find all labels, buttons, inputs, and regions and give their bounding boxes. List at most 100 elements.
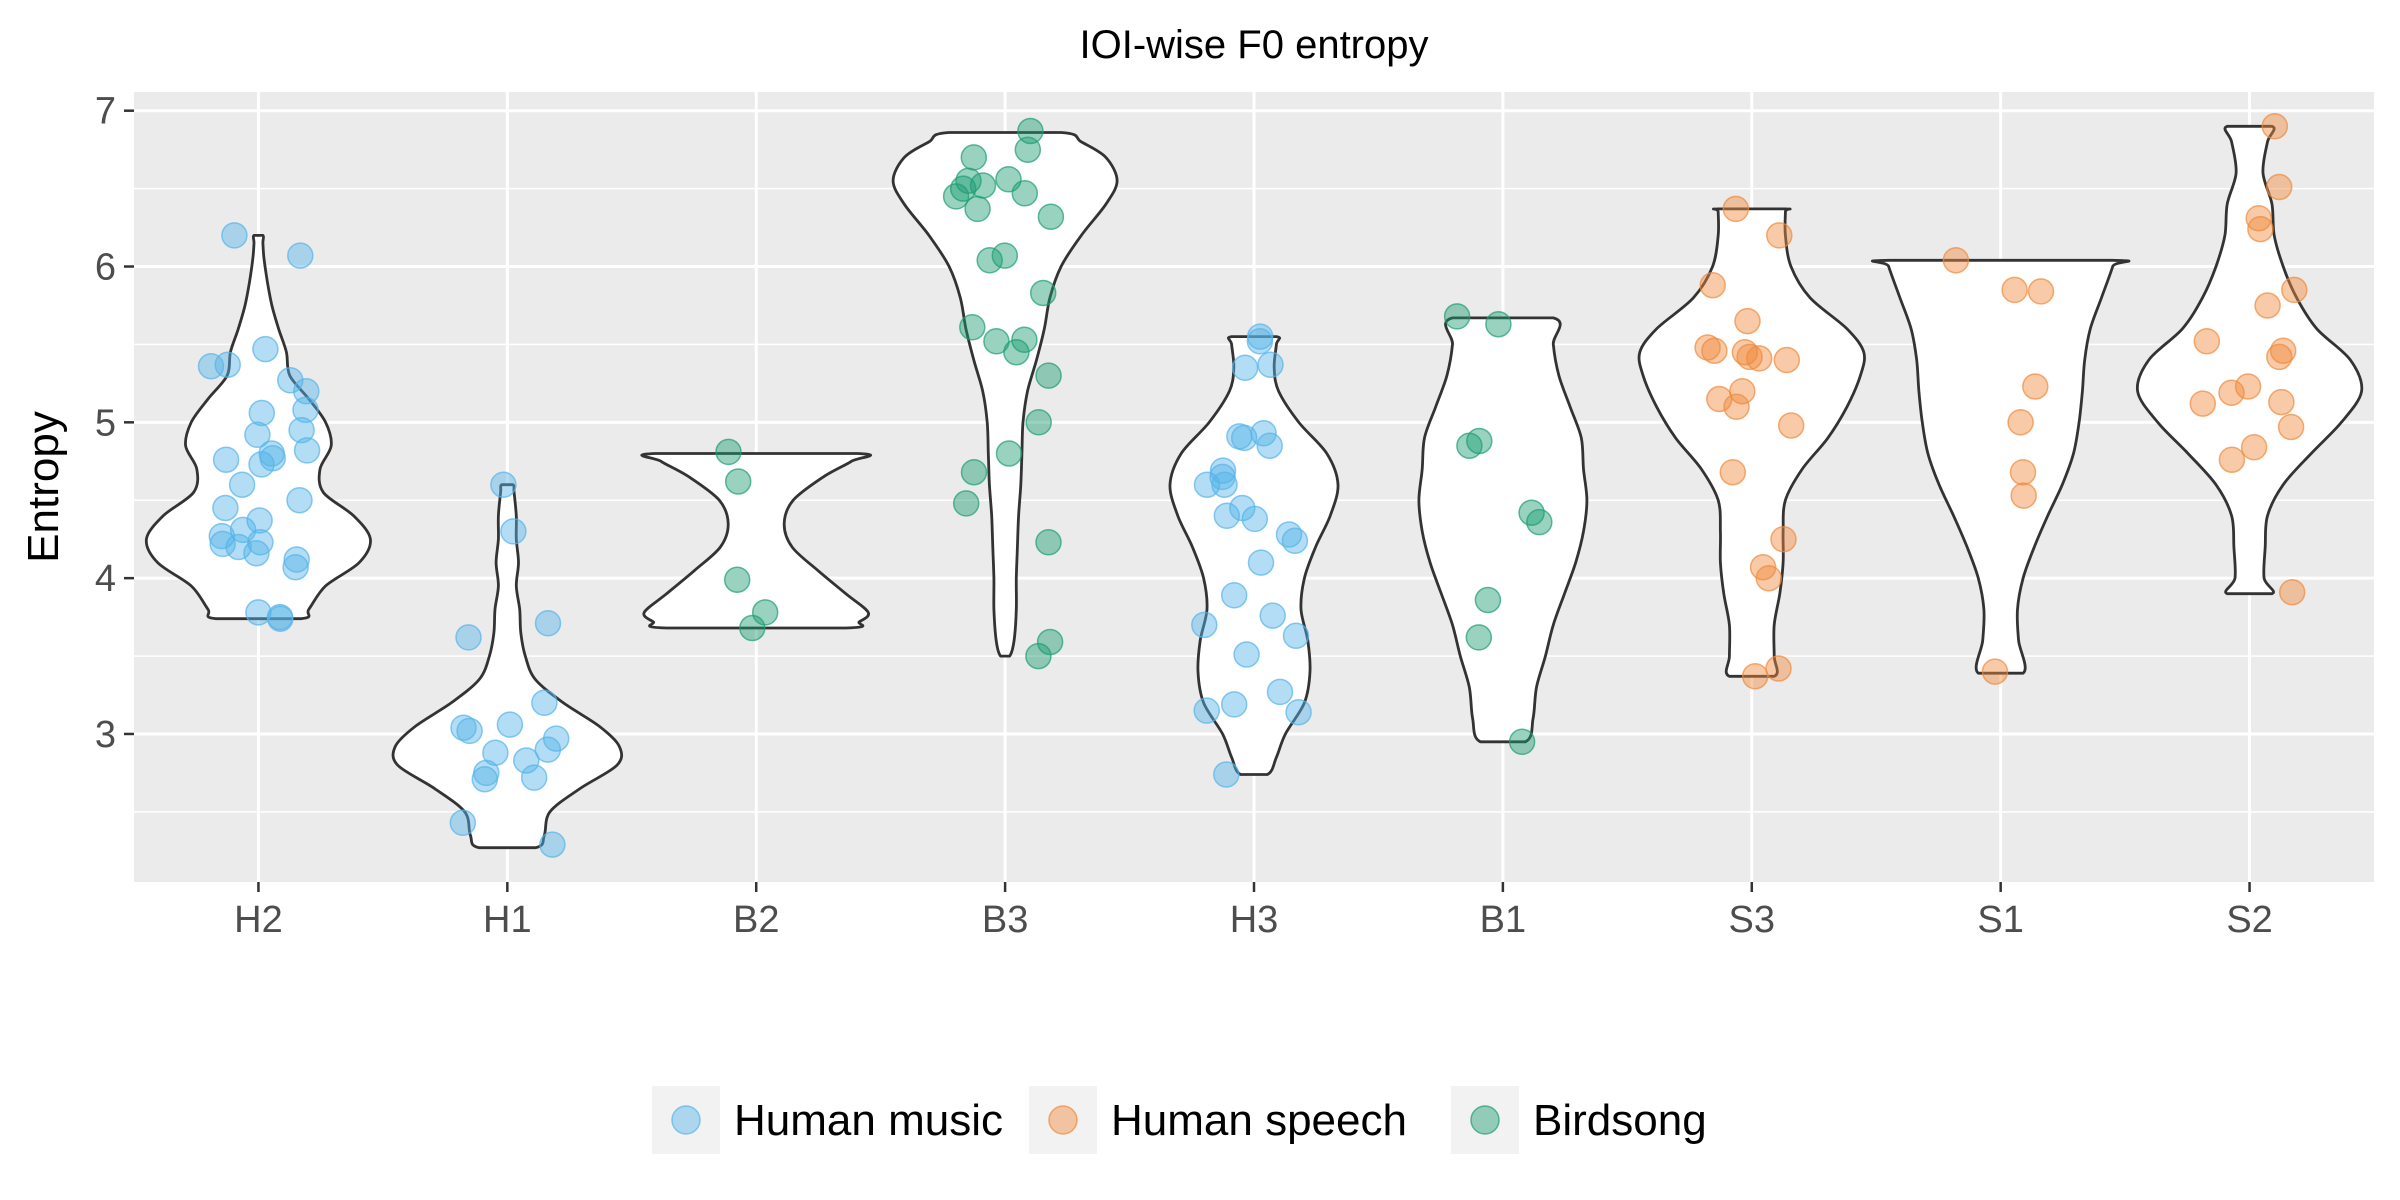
data-point [1247, 549, 1275, 576]
data-point [1942, 247, 1970, 274]
data-point [960, 144, 988, 171]
legend-key [1029, 1086, 1097, 1154]
data-point [2234, 373, 2262, 400]
data-point [2277, 413, 2305, 441]
data-point [513, 747, 540, 774]
data-point [1701, 337, 1728, 364]
data-point [244, 421, 271, 449]
data-point [2261, 113, 2289, 140]
data-point [2218, 446, 2246, 473]
data-point [1285, 698, 1312, 726]
data-point [2007, 409, 2034, 436]
data-point [976, 247, 1003, 274]
data-point [1765, 655, 1792, 682]
data-point [248, 399, 276, 427]
data-point [209, 530, 236, 558]
data-point [2240, 434, 2268, 461]
data-point [1025, 409, 1052, 436]
data-point [471, 765, 499, 793]
chart-title: IOI-wise F0 entropy [1079, 23, 1428, 67]
data-point [1257, 351, 1284, 378]
violins [144, 124, 2364, 850]
x-tick-label: S3 [1729, 899, 1775, 941]
data-point [1220, 582, 1248, 609]
data-point [2266, 343, 2293, 371]
data-point [246, 507, 273, 534]
legend-swatch [1048, 1105, 1078, 1135]
data-point [1981, 658, 2009, 685]
data-point [197, 352, 225, 380]
x-tick-label: H1 [483, 899, 532, 941]
data-point [500, 518, 527, 545]
data-point [286, 486, 313, 514]
data-point [248, 451, 275, 478]
legend-item: Birdsong [1451, 1086, 1707, 1154]
data-point [539, 831, 566, 858]
data-point [964, 195, 991, 223]
legend-item: Human speech [1029, 1086, 1407, 1154]
data-point [2268, 388, 2295, 416]
violin-H1 [391, 483, 624, 850]
data-point [949, 175, 977, 202]
data-point [228, 471, 256, 498]
data-point [1230, 424, 1258, 452]
data-point [1741, 663, 1769, 690]
data-point [1231, 354, 1259, 382]
data-point [1025, 642, 1052, 670]
data-point [520, 764, 548, 791]
data-point [2218, 379, 2245, 406]
data-point [277, 367, 304, 394]
data-point [1213, 761, 1240, 788]
data-point [1029, 279, 1057, 307]
x-tick-label: H3 [1230, 899, 1279, 941]
data-point [1485, 310, 1512, 338]
x-tick-label: H2 [234, 899, 283, 941]
data-point [1282, 622, 1310, 650]
data-point [225, 533, 252, 561]
data-point [1281, 527, 1309, 555]
data-point [1443, 303, 1471, 330]
legend-swatch [1470, 1105, 1500, 1135]
data-point [449, 809, 477, 837]
data-point [991, 242, 1019, 269]
x-tick-label: S2 [2226, 899, 2272, 941]
data-point [1526, 508, 1553, 536]
data-point [1456, 432, 1483, 459]
data-points [197, 113, 2308, 858]
data-point [212, 494, 239, 522]
data-point [456, 717, 483, 745]
data-point [2245, 204, 2272, 232]
y-tick-label: 4 [95, 558, 116, 600]
data-point [267, 605, 294, 632]
data-point [247, 529, 274, 556]
data-point [293, 377, 320, 405]
data-point [212, 446, 240, 473]
legend-key [652, 1086, 720, 1154]
data-point [2009, 458, 2037, 486]
data-point [1014, 136, 1042, 163]
legend-item: Human music [652, 1086, 1003, 1154]
data-point [724, 468, 752, 495]
data-point [2265, 173, 2293, 201]
data-point [1770, 525, 1797, 553]
y-tick-label: 5 [95, 402, 116, 444]
data-point [282, 553, 309, 581]
data-point [542, 725, 570, 752]
data-point [1723, 393, 1750, 421]
data-point [1259, 602, 1286, 629]
data-point [490, 471, 517, 498]
data-point [2247, 215, 2274, 243]
x-tick-label: B1 [1480, 899, 1526, 941]
data-point [2010, 482, 2037, 509]
data-point [1465, 624, 1493, 651]
legend-swatch [671, 1105, 701, 1135]
violin-B2 [640, 452, 873, 630]
data-point [1734, 307, 1761, 335]
x-tick-label: B3 [982, 899, 1028, 941]
data-point [1191, 611, 1218, 639]
data-point [292, 396, 319, 424]
data-point [1777, 412, 1805, 439]
violin-S1 [1870, 258, 2131, 675]
data-point [531, 689, 558, 717]
